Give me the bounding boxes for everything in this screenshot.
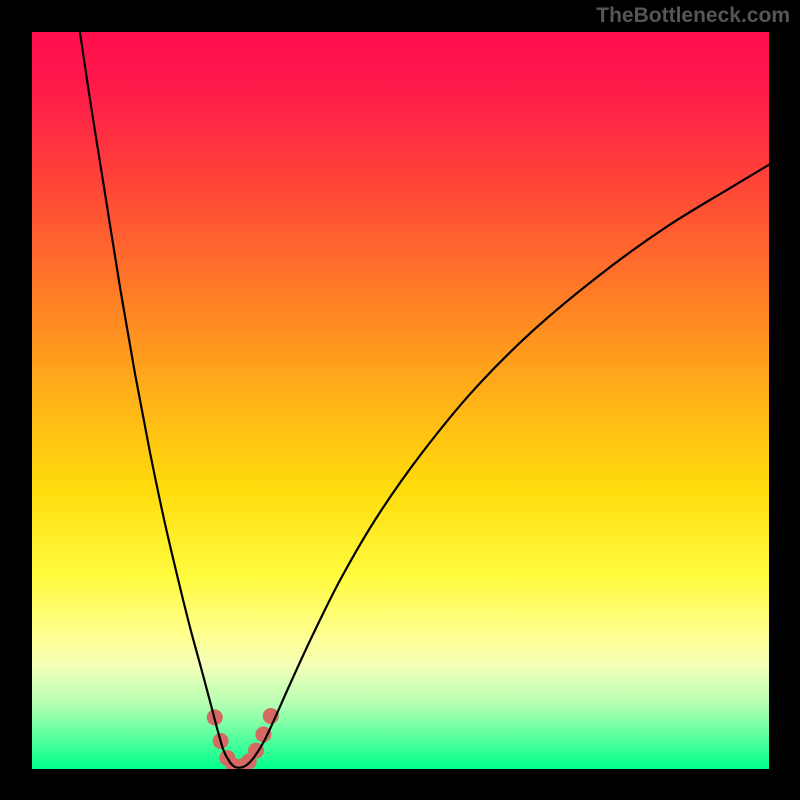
watermark-text: TheBottleneck.com <box>596 4 790 28</box>
marker-dot <box>256 727 271 742</box>
plot-area <box>32 32 769 769</box>
curve-path <box>80 32 769 768</box>
markers-group <box>207 708 278 769</box>
chart-container: TheBottleneck.com <box>0 0 800 800</box>
chart-svg <box>32 32 769 769</box>
